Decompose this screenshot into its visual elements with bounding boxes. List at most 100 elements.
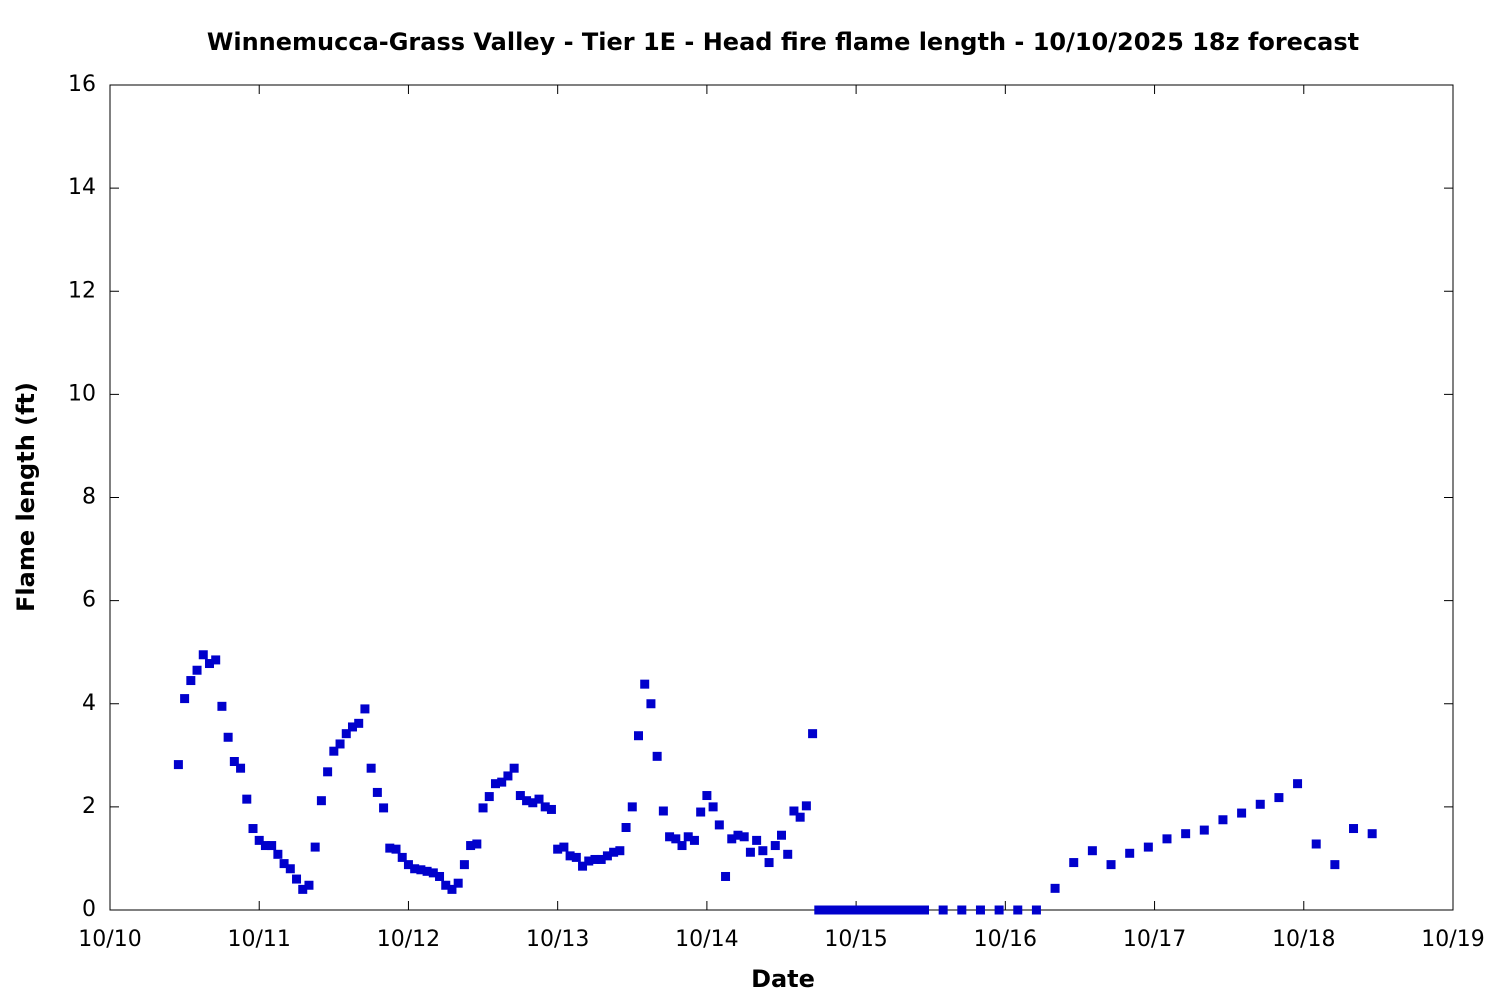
point: [901, 905, 911, 915]
point: [186, 676, 196, 686]
point: [832, 905, 842, 915]
point: [876, 905, 886, 915]
point: [403, 860, 413, 870]
point: [658, 806, 668, 816]
point: [192, 665, 202, 675]
x-tick-label: 10/11: [228, 927, 291, 952]
point: [391, 844, 401, 854]
point: [254, 835, 264, 845]
point: [242, 794, 252, 804]
point: [938, 905, 948, 915]
point: [1311, 839, 1321, 849]
point: [584, 856, 594, 866]
point: [994, 905, 1004, 915]
point: [801, 801, 811, 811]
point: [229, 757, 239, 766]
y-tick-label: 14: [68, 175, 96, 200]
point: [223, 732, 233, 742]
point: [204, 659, 214, 669]
point: [428, 868, 438, 878]
x-tick-label: 10/19: [1421, 927, 1484, 952]
point: [702, 791, 712, 801]
point: [739, 832, 749, 842]
point: [864, 905, 874, 915]
point: [329, 746, 339, 756]
point: [484, 792, 494, 802]
point: [273, 849, 283, 859]
point: [578, 861, 588, 871]
point: [683, 832, 693, 842]
point: [397, 852, 407, 862]
point: [323, 767, 333, 777]
point: [920, 905, 930, 915]
point: [385, 843, 395, 853]
point: [528, 798, 538, 808]
point: [416, 865, 426, 875]
point: [447, 884, 457, 894]
point: [721, 871, 731, 881]
point: [1367, 829, 1377, 839]
point: [882, 905, 892, 915]
point: [1181, 829, 1191, 839]
y-tick-label: 10: [68, 381, 96, 406]
point: [522, 796, 532, 806]
point: [957, 905, 967, 915]
point: [609, 847, 619, 857]
x-tick-label: 10/14: [675, 927, 738, 952]
chart-title: Winnemucca-Grass Valley - Tier 1E - Head…: [207, 28, 1359, 56]
point: [1293, 779, 1303, 789]
point: [1330, 860, 1340, 870]
point: [758, 846, 768, 856]
point: [298, 884, 308, 894]
plot-border: [109, 84, 1454, 911]
point: [1162, 834, 1172, 844]
y-tick-label: 8: [82, 485, 96, 510]
point: [621, 823, 631, 832]
point: [503, 771, 513, 781]
point: [777, 830, 786, 840]
point: [515, 791, 525, 801]
point: [453, 878, 463, 888]
point: [267, 841, 277, 851]
point: [211, 655, 221, 665]
point: [559, 842, 569, 852]
point: [304, 880, 314, 890]
point: [316, 796, 326, 806]
point: [1106, 860, 1116, 870]
point: [366, 763, 376, 773]
point: [490, 779, 500, 789]
point: [509, 763, 519, 773]
point: [248, 824, 258, 834]
point: [714, 820, 724, 830]
point: [764, 858, 774, 868]
point: [745, 847, 755, 857]
point: [1199, 825, 1209, 835]
point: [839, 905, 849, 915]
point: [814, 905, 824, 915]
point: [1013, 905, 1023, 915]
point: [1031, 905, 1041, 915]
point: [571, 852, 581, 862]
point: [180, 694, 190, 704]
point: [292, 874, 302, 884]
point: [546, 804, 556, 814]
point: [907, 905, 917, 915]
point: [279, 859, 289, 869]
point: [236, 763, 246, 773]
point: [310, 842, 320, 852]
point: [217, 701, 227, 711]
point: [689, 835, 699, 845]
point: [590, 854, 600, 864]
point: [795, 812, 805, 822]
x-tick-label: 10/15: [824, 927, 887, 952]
point: [975, 905, 985, 915]
point: [845, 905, 855, 915]
point: [1274, 793, 1284, 803]
point: [696, 807, 706, 817]
point: [602, 851, 612, 861]
point: [1087, 846, 1097, 856]
point: [820, 905, 830, 915]
point: [1237, 808, 1247, 818]
point: [435, 871, 445, 881]
